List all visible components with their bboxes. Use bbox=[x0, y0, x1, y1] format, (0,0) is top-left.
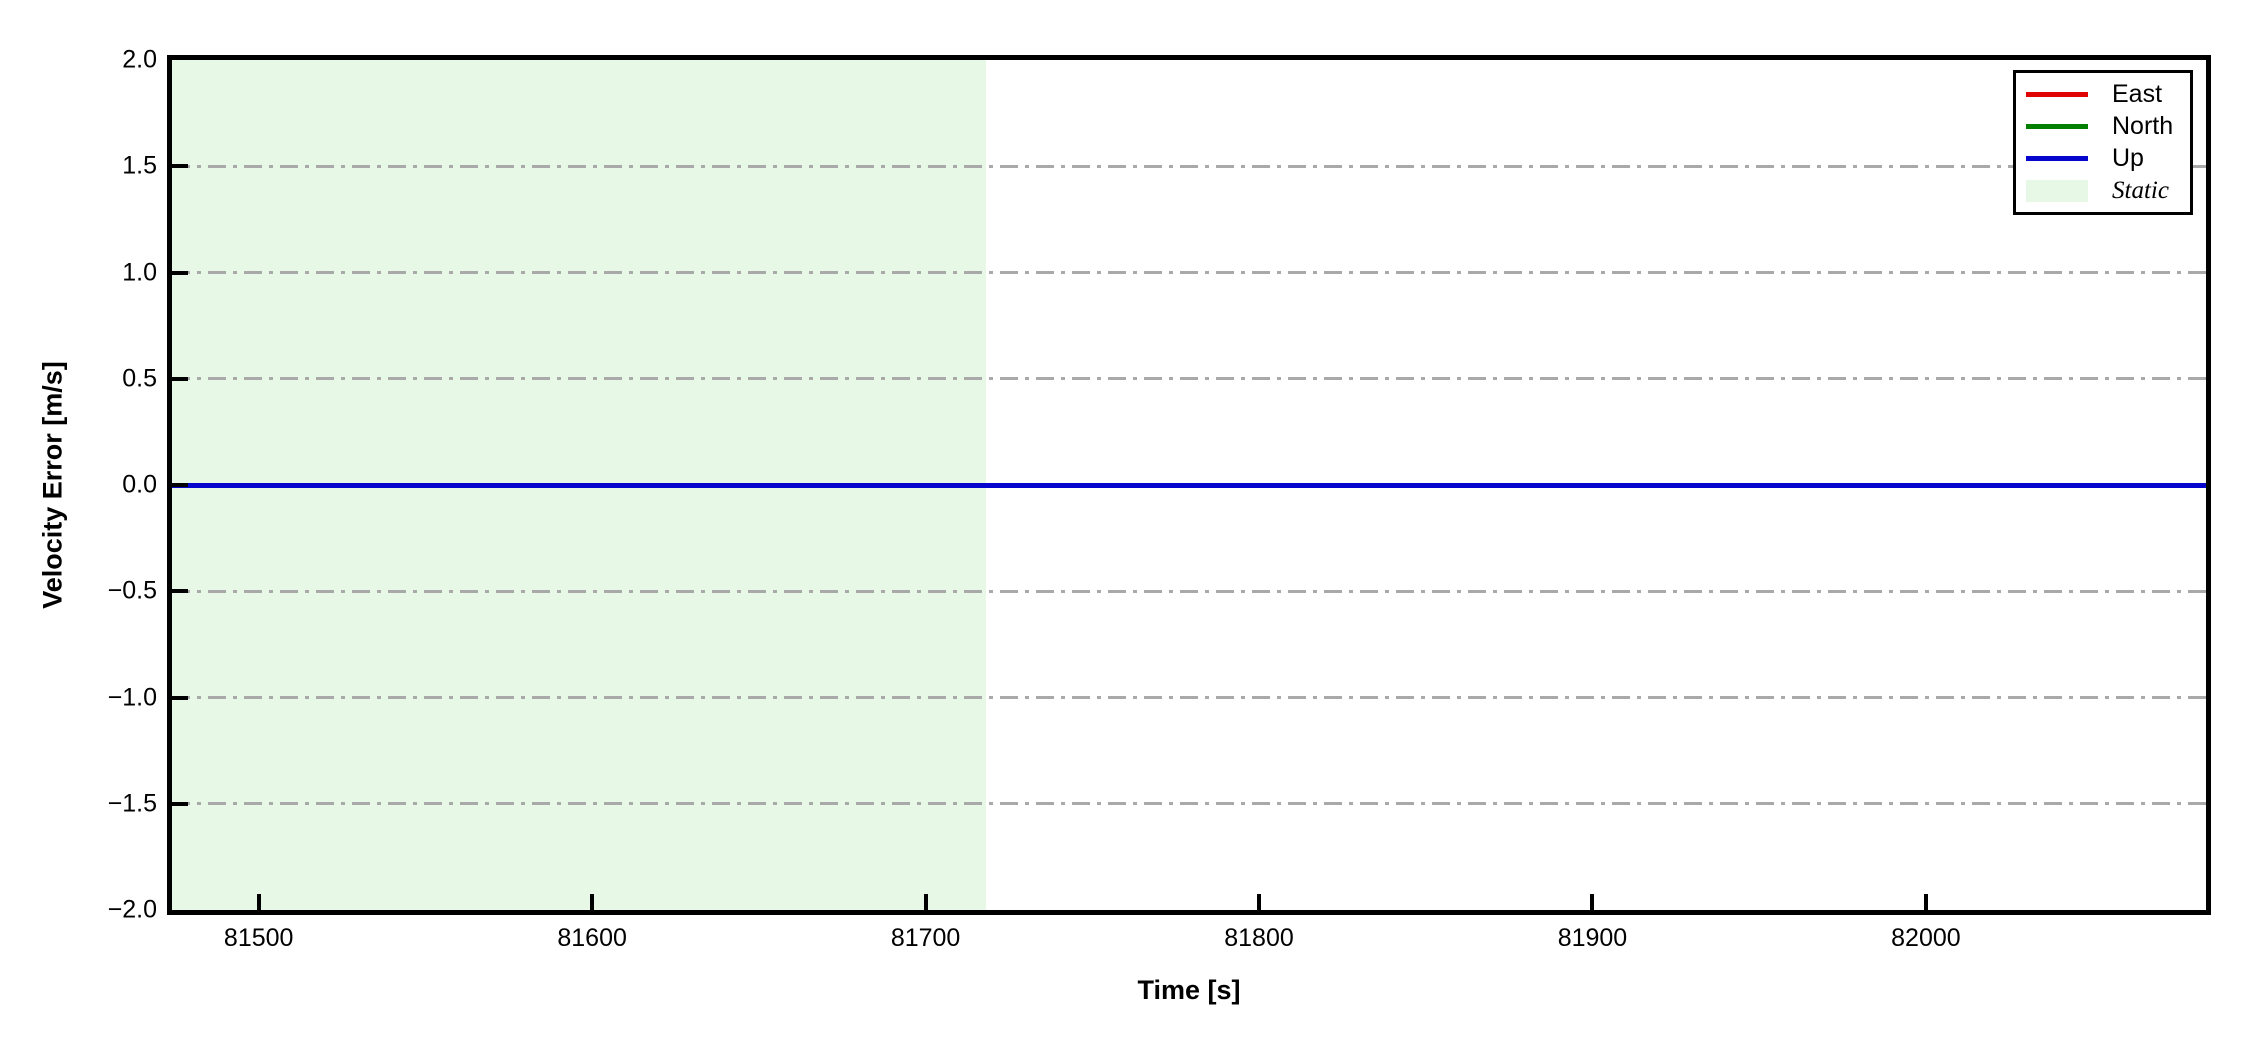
legend-swatch-north bbox=[2026, 123, 2088, 129]
gridline-y--0.5 bbox=[172, 589, 2206, 593]
y-tick-−1.0 bbox=[172, 695, 188, 700]
x-tick-81900 bbox=[1590, 894, 1595, 910]
legend-label-north: North bbox=[2112, 111, 2174, 140]
y-tick-1.5 bbox=[172, 164, 188, 169]
y-tick-label-−1.5: −1.5 bbox=[107, 789, 157, 818]
gridline-y-1.5 bbox=[172, 164, 2206, 168]
legend-swatch-east bbox=[2026, 91, 2088, 97]
y-tick-label-1.5: 1.5 bbox=[122, 151, 157, 180]
legend-label-static: Static bbox=[2112, 177, 2169, 205]
x-axis-label: Time [s] bbox=[1137, 975, 1241, 1005]
x-tick-82000 bbox=[1923, 894, 1928, 910]
y-tick-label-0.0: 0.0 bbox=[122, 470, 157, 499]
legend-label-east: East bbox=[2112, 79, 2163, 108]
gridline-y-0.5 bbox=[172, 377, 2206, 381]
x-tick-label-81800: 81800 bbox=[1224, 924, 1294, 952]
y-tick-−1.5 bbox=[172, 801, 188, 806]
x-tick-81700 bbox=[923, 894, 928, 910]
legend-swatch-up bbox=[2026, 156, 2088, 162]
y-tick-−0.5 bbox=[172, 589, 188, 594]
legend-item-north: North bbox=[2026, 111, 2180, 140]
gridline-y--1.5 bbox=[172, 802, 2206, 806]
y-tick-1.0 bbox=[172, 270, 188, 275]
legend-item-up: Up bbox=[2026, 146, 2180, 171]
y-tick-0.5 bbox=[172, 376, 188, 381]
x-tick-label-81900: 81900 bbox=[1557, 924, 1628, 952]
y-axis-label: Velocity Error [m/s] bbox=[37, 361, 68, 609]
legend-swatch-static bbox=[2026, 179, 2088, 202]
series-line-up bbox=[172, 482, 2206, 488]
x-tick-label-81500: 81500 bbox=[223, 924, 294, 952]
y-tick-0.0 bbox=[172, 483, 188, 487]
y-tick-label-1.0: 1.0 bbox=[122, 258, 157, 286]
legend-item-static: Static bbox=[2026, 178, 2180, 203]
x-tick-81800 bbox=[1257, 894, 1262, 910]
legend-item-east: East bbox=[2026, 79, 2180, 108]
x-tick-label-81600: 81600 bbox=[557, 924, 627, 952]
x-tick-label-82000: 82000 bbox=[1891, 924, 1961, 952]
legend-label-up: Up bbox=[2112, 144, 2144, 173]
y-tick-label-−1.0: −1.0 bbox=[107, 683, 157, 711]
y-tick-label-2.0: 2.0 bbox=[122, 45, 157, 74]
x-tick-81500 bbox=[256, 894, 261, 910]
gridline-y--1 bbox=[172, 696, 2206, 699]
gridline-y-1 bbox=[172, 271, 2206, 274]
x-tick-label-81700: 81700 bbox=[890, 924, 961, 952]
legend: East North Up Static bbox=[2013, 70, 2193, 215]
plot-area bbox=[167, 55, 2211, 915]
x-tick-81600 bbox=[590, 894, 595, 910]
y-tick-label-−0.5: −0.5 bbox=[107, 576, 157, 605]
y-tick-label-0.5: 0.5 bbox=[122, 364, 157, 393]
y-tick-label-−2.0: −2.0 bbox=[107, 895, 157, 924]
